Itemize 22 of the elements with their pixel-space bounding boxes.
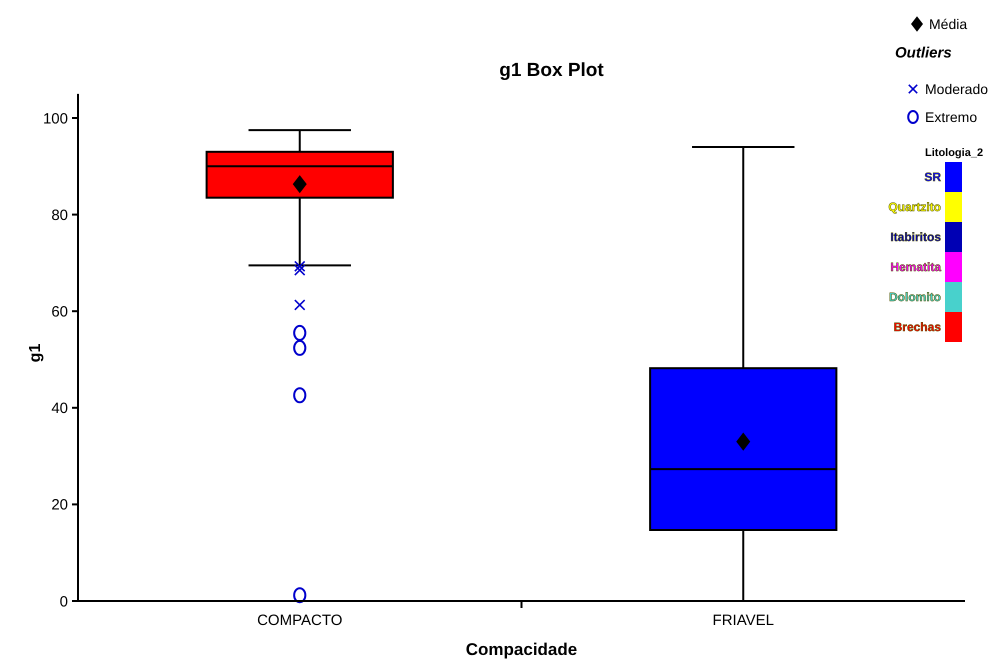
legend-label: Extremo: [925, 108, 978, 125]
y-tick-label: 60: [51, 303, 68, 320]
legend-label: Brechas: [894, 320, 942, 334]
y-tick-label: 80: [51, 206, 68, 224]
y-tick-label: 40: [51, 400, 68, 418]
x-axis-title: Compacidade: [466, 640, 578, 659]
legend-label: Hematita: [890, 260, 942, 274]
legend-label: Média: [929, 16, 968, 32]
legend-label: Dolomito: [889, 290, 941, 304]
text: Outliers: [895, 44, 952, 62]
legend-label: Quartzito: [888, 200, 941, 214]
y-tick-label: 100: [42, 110, 68, 128]
legend-label: SR: [924, 170, 942, 184]
y-tick-label: 20: [51, 496, 68, 514]
x-tick-label: COMPACTO: [257, 612, 342, 629]
x-tick-label: FRIAVEL: [712, 612, 774, 629]
legend-label: Moderado: [925, 80, 988, 97]
y-tick-label: 0: [60, 593, 68, 610]
y-axis-title: g1: [27, 344, 44, 362]
legend-label: Itabiritos: [890, 230, 942, 244]
legend-title: Litologia_2: [925, 146, 984, 159]
chart-title: g1 Box Plot: [499, 60, 604, 81]
